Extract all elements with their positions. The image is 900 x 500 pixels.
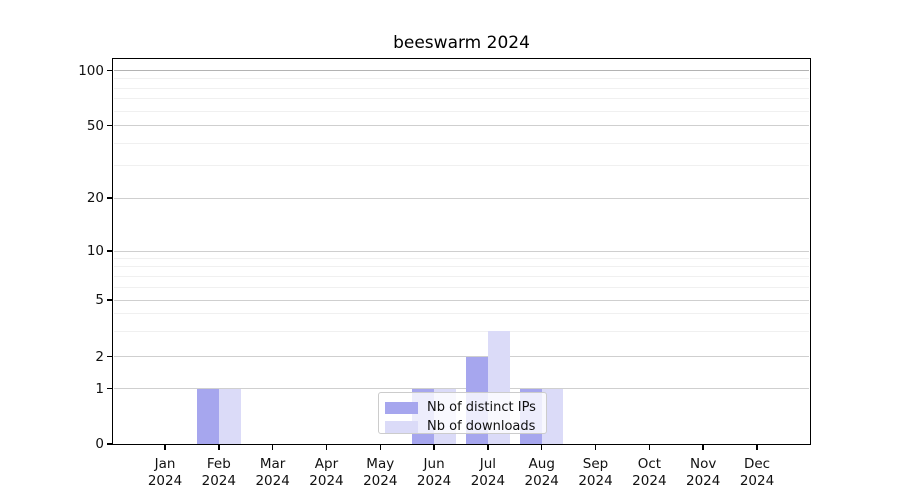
gridline-minor-6 <box>114 286 809 288</box>
y-tick-label-20: 20 <box>86 190 104 206</box>
x-tick-month: Nov <box>689 456 717 472</box>
x-tick-label-jan: Jan 2024 <box>125 456 205 489</box>
gridline-major-20 <box>114 197 809 199</box>
chart-title: beeswarm 2024 <box>393 33 530 53</box>
x-tick-month: Sep <box>582 456 609 472</box>
x-tick-year: 2024 <box>739 472 775 489</box>
gridline-minor-7 <box>114 275 809 277</box>
legend-label-downloads: Nb of downloads <box>427 419 536 434</box>
x-tick-month: Jun <box>423 456 445 472</box>
x-tick-mark-aug <box>541 445 543 450</box>
x-tick-year: 2024 <box>416 472 452 489</box>
gridline-major-100 <box>114 70 809 71</box>
x-tick-month: Mar <box>259 456 286 472</box>
x-tick-mark-jan <box>164 445 166 450</box>
y-tick-label-100: 100 <box>78 62 104 79</box>
legend-swatch-downloads <box>385 420 418 433</box>
x-tick-label-aug: Aug 2024 <box>502 456 582 489</box>
x-tick-month: Aug <box>528 456 555 472</box>
legend-item-distinct-ips: Nb of distinct IPs <box>385 399 539 416</box>
y-tick-mark-100 <box>107 69 112 72</box>
x-tick-month: May <box>366 456 395 472</box>
x-tick-year: 2024 <box>363 472 398 489</box>
y-tick-label-10: 10 <box>86 243 104 259</box>
x-tick-mark-may <box>379 445 381 450</box>
x-tick-mark-nov <box>702 445 704 450</box>
y-tick-mark-0 <box>107 443 112 445</box>
x-tick-mark-jul <box>487 445 489 450</box>
gridline-major-5 <box>114 299 809 301</box>
y-tick-mark-20 <box>107 197 112 199</box>
x-tick-mark-oct <box>648 445 651 450</box>
x-tick-label-jun: Jun 2024 <box>394 456 474 489</box>
x-tick-year: 2024 <box>147 472 183 489</box>
y-tick-mark-10 <box>107 250 112 252</box>
bar-downloads-aug <box>541 388 564 444</box>
x-tick-mark-dec <box>756 445 758 450</box>
x-tick-label-apr: Apr 2024 <box>286 456 366 489</box>
x-tick-mark-apr <box>325 445 328 450</box>
x-tick-label-jul: Jul 2024 <box>448 456 528 489</box>
gridline-major-2 <box>114 356 809 357</box>
x-tick-year: 2024 <box>685 472 721 489</box>
gridline-minor-60 <box>114 110 809 112</box>
x-tick-year: 2024 <box>201 472 236 489</box>
x-tick-mark-mar <box>271 445 274 450</box>
x-tick-month: Jul <box>479 456 497 472</box>
gridline-minor-40 <box>114 142 809 144</box>
x-tick-year: 2024 <box>524 472 559 489</box>
y-tick-label-0: 0 <box>95 436 104 452</box>
x-tick-label-nov: Nov 2024 <box>663 456 743 489</box>
gridline-major-10 <box>114 250 809 252</box>
gridline-minor-80 <box>114 87 809 89</box>
x-tick-label-oct: Oct 2024 <box>609 456 689 489</box>
bar-downloads-feb <box>218 388 241 444</box>
x-tick-label-may: May 2024 <box>340 456 420 489</box>
plot-area-border <box>112 58 811 445</box>
x-tick-label-sep: Sep 2024 <box>556 456 636 489</box>
gridline-minor-4 <box>114 313 809 315</box>
x-tick-year: 2024 <box>632 472 667 489</box>
x-tick-label-feb: Feb 2024 <box>179 456 259 489</box>
y-tick-mark-1 <box>107 387 112 390</box>
y-tick-label-1: 1 <box>95 380 104 397</box>
x-tick-month: Dec <box>743 456 771 472</box>
gridline-major-1 <box>114 388 809 389</box>
legend-label-distinct-ips: Nb of distinct IPs <box>427 400 536 415</box>
gridline-minor-30 <box>114 165 809 167</box>
x-tick-label-dec: Dec 2024 <box>717 456 797 489</box>
legend-swatch-distinct-ips <box>385 401 418 414</box>
bar-distinct-ips-feb <box>197 388 219 444</box>
gridline-minor-8 <box>114 266 809 268</box>
x-tick-month: Jan <box>154 456 176 472</box>
x-tick-year: 2024 <box>578 472 613 489</box>
gridline-minor-3 <box>114 330 809 332</box>
y-tick-mark-50 <box>107 124 112 127</box>
legend-item-downloads: Nb of downloads <box>385 418 539 435</box>
gridline-minor-70 <box>114 98 809 100</box>
x-tick-mark-jun <box>433 445 435 450</box>
x-tick-mark-feb <box>218 445 220 450</box>
y-tick-label-2: 2 <box>95 348 104 365</box>
x-tick-month: Feb <box>206 456 231 472</box>
x-tick-year: 2024 <box>470 472 506 489</box>
gridline-minor-90 <box>114 78 809 80</box>
y-tick-mark-2 <box>107 355 112 358</box>
gridline-major-50 <box>114 125 809 126</box>
gridline-minor-9 <box>114 257 809 259</box>
legend: Nb of distinct IPs Nb of downloads <box>378 392 547 434</box>
x-tick-mark-sep <box>594 445 597 450</box>
x-tick-month: Apr <box>314 456 339 472</box>
x-tick-label-mar: Mar 2024 <box>233 456 313 489</box>
x-tick-month: Oct <box>637 456 662 472</box>
y-tick-label-50: 50 <box>86 117 104 134</box>
x-tick-year: 2024 <box>255 472 290 489</box>
y-tick-label-5: 5 <box>95 292 104 308</box>
x-tick-year: 2024 <box>309 472 344 489</box>
y-tick-mark-5 <box>107 299 112 301</box>
